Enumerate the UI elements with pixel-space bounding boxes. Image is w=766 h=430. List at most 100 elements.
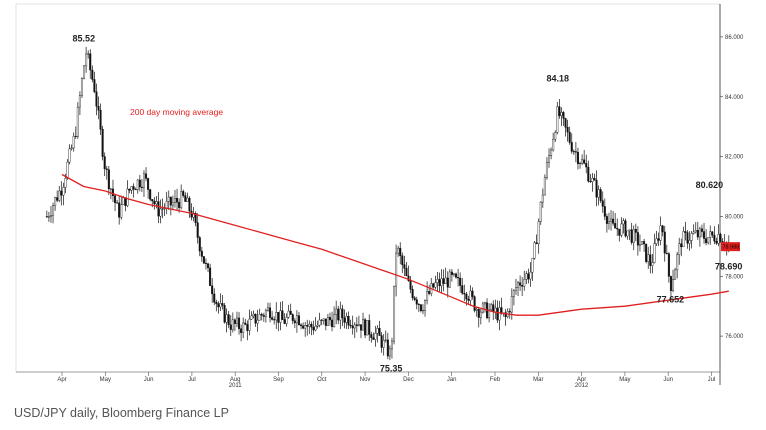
candle-body — [479, 311, 482, 318]
x-tick-label: Aug — [230, 377, 241, 383]
x-tick-label: May — [100, 377, 111, 383]
candle-body — [238, 317, 241, 329]
candle-body — [395, 252, 398, 287]
candle-body — [678, 243, 681, 255]
candle-body — [351, 325, 354, 329]
candle-body — [132, 186, 135, 190]
candle-body — [62, 187, 65, 196]
candle-body — [459, 277, 462, 286]
candle-body — [105, 168, 108, 170]
candle-body — [674, 269, 677, 280]
candle-body — [254, 313, 257, 324]
x-tick-label: Apr — [57, 377, 66, 383]
candle-body — [378, 328, 381, 336]
price-annotation: 78.690 — [715, 262, 743, 272]
candle-body — [481, 303, 484, 313]
candle-body — [525, 273, 528, 280]
candle-body — [537, 221, 540, 245]
candle-body — [287, 310, 290, 318]
candle-body — [151, 199, 154, 202]
candle-body — [384, 339, 387, 341]
candle-body — [432, 283, 435, 288]
candle-body — [308, 323, 311, 327]
candle-body — [585, 163, 588, 168]
candle-body — [531, 258, 534, 273]
candle-body — [380, 335, 383, 348]
candle-body — [403, 264, 406, 269]
candle-body — [149, 189, 152, 200]
candle-body — [680, 243, 683, 248]
candle-body — [393, 285, 396, 342]
candle-body — [690, 233, 693, 241]
candle-body — [240, 328, 243, 333]
candle-body — [645, 243, 648, 262]
candle-body — [66, 161, 69, 179]
candle-body — [405, 267, 408, 277]
candle-body — [47, 216, 50, 218]
candle-body — [583, 159, 586, 164]
candle-body — [593, 177, 596, 181]
candle-body — [215, 301, 218, 304]
price-annotation: 75.35 — [380, 364, 403, 374]
current-price-box — [721, 242, 740, 252]
candle-body — [159, 208, 162, 217]
candle-body — [610, 218, 613, 222]
candle-body — [455, 273, 458, 278]
y-tick-label: 86.000 — [725, 35, 744, 41]
candle-body — [370, 334, 373, 338]
candle-body — [682, 231, 685, 248]
candle-body — [587, 166, 590, 182]
candle-body — [85, 53, 88, 67]
candle-body — [140, 186, 143, 188]
candle-body — [599, 189, 602, 201]
candle-body — [89, 53, 92, 71]
x-tick-label: Jan — [447, 377, 457, 383]
candle-body — [269, 307, 272, 318]
candle-body — [469, 290, 472, 301]
x-tick-label: Jun — [144, 377, 154, 383]
candle-body — [564, 118, 567, 128]
candle-body — [541, 194, 544, 203]
candle-body — [291, 314, 294, 321]
candle-body — [409, 280, 412, 290]
candlestick-series — [45, 46, 730, 361]
candle-body — [589, 181, 592, 183]
candle-body — [297, 315, 300, 326]
candle-body — [211, 285, 214, 295]
candle-body — [260, 314, 263, 316]
candle-body — [616, 228, 619, 230]
candle-body — [618, 228, 621, 236]
candle-body — [605, 216, 608, 224]
candle-body — [401, 255, 404, 265]
current-price-label: 78.988 — [723, 245, 740, 251]
candle-body — [543, 177, 546, 196]
candle-body — [517, 282, 520, 288]
candle-body — [186, 197, 189, 202]
candle-body — [719, 234, 722, 242]
candle-body — [374, 333, 377, 340]
candle-body — [514, 287, 517, 291]
candle-body — [415, 299, 418, 305]
candle-body — [407, 275, 410, 281]
x-tick-label: Jul — [708, 377, 716, 383]
candle-body — [324, 318, 327, 326]
candle-body — [116, 202, 119, 204]
candle-body — [688, 240, 691, 244]
candle-body — [76, 106, 79, 137]
candle-body — [83, 65, 86, 79]
candle-body — [87, 53, 90, 55]
candle-body — [326, 317, 329, 326]
candle-body — [196, 222, 199, 238]
candle-body — [60, 190, 63, 196]
candle-body — [581, 159, 584, 164]
candle-body — [703, 231, 706, 239]
candle-body — [207, 263, 210, 269]
candle-body — [496, 307, 499, 321]
x-year-label: 2011 — [229, 383, 243, 389]
candle-body — [372, 337, 375, 340]
candle-body — [450, 271, 453, 275]
candle-body — [399, 247, 402, 256]
candle-body — [529, 271, 532, 280]
candle-body — [126, 188, 129, 206]
candle-body — [483, 302, 486, 305]
